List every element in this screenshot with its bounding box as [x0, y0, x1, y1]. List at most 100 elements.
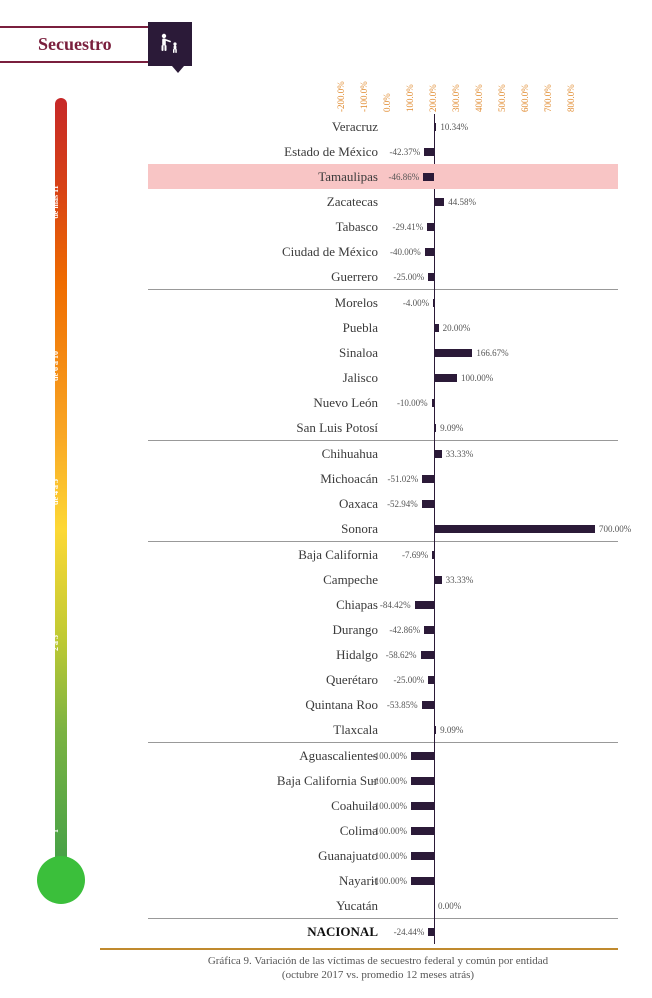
row-label: Colima [148, 823, 388, 839]
table-row: Zacatecas 44.58% [148, 189, 618, 214]
bar [434, 198, 444, 206]
row-label: NACIONAL [148, 924, 388, 940]
row-label: Estado de México [148, 144, 388, 160]
table-row: Colima-100.00% [148, 818, 618, 843]
thermometer-group-label: de 6 a 10 [51, 336, 60, 396]
row-bar-area: -10.00% [388, 390, 618, 415]
row-bar-area: 100.00% [388, 365, 618, 390]
row-label: Quintana Roo [148, 697, 388, 713]
table-row: Yucatán0.00% [148, 893, 618, 918]
row-value: -25.00% [394, 675, 425, 685]
row-bar-area: -29.41% [388, 214, 618, 239]
bar [433, 299, 434, 307]
header: Secuestro [0, 22, 192, 66]
row-value: 10.34% [440, 122, 468, 132]
table-row: Chihuahua33.33% [148, 441, 618, 466]
bar [422, 475, 434, 483]
bar [434, 726, 436, 734]
row-value: 33.33% [446, 575, 474, 585]
table-row: Ciudad de México-40.00% [148, 239, 618, 264]
bar [434, 349, 472, 357]
table-row: Estado de México-42.37% [148, 139, 618, 164]
thermometer-group-label: de 4 a 5 [51, 462, 60, 522]
row-value: 100.00% [461, 373, 493, 383]
row-label: Aguascalientes [148, 748, 388, 764]
bar [411, 777, 434, 785]
row-value: 33.33% [446, 449, 474, 459]
row-value: -51.02% [388, 474, 419, 484]
bar [434, 123, 436, 131]
row-label: Guerrero [148, 269, 388, 285]
table-row: Baja California Sur-100.00% [148, 768, 618, 793]
table-row: Oaxaca-52.94% [148, 491, 618, 516]
table-row: Sinaloa 166.67% [148, 340, 618, 365]
table-row: NACIONAL-24.44% [148, 919, 618, 944]
table-row: Campeche33.33% [148, 567, 618, 592]
table-row: San Luis Potosí9.09% [148, 415, 618, 440]
bar [428, 273, 434, 281]
row-label: Ciudad de México [148, 244, 388, 260]
row-value: -42.86% [389, 625, 420, 635]
row-value: 166.67% [476, 348, 508, 358]
table-row: Sonora700.00% [148, 516, 618, 541]
bar [428, 928, 434, 936]
x-axis-ticks: -200.0%-100.0%0.0%100.0%200.0%300.0%400.… [388, 60, 618, 112]
row-bar-area: -7.69% [388, 542, 618, 567]
page-title: Secuestro [0, 26, 150, 63]
table-row: Guanajuato-100.00% [148, 843, 618, 868]
row-bar-area: -53.85% [388, 692, 618, 717]
bar [432, 399, 434, 407]
chart-caption: Gráfica 9. Variación de las víctimas de … [128, 954, 628, 983]
row-bar-area: 44.58% [388, 189, 618, 214]
row-label: Veracruz [148, 119, 388, 135]
bar [421, 651, 434, 659]
row-value: -40.00% [390, 247, 421, 257]
table-row: Guerrero-25.00% [148, 264, 618, 289]
row-value: -53.85% [387, 700, 418, 710]
row-value: 20.00% [443, 323, 471, 333]
row-value: 9.09% [440, 423, 463, 433]
row-bar-area: -100.00% [388, 768, 618, 793]
row-value: -46.86% [388, 172, 419, 182]
row-label: Zacatecas [148, 194, 388, 210]
row-bar-area: -25.00% [388, 667, 618, 692]
bar [411, 877, 434, 885]
row-value: -100.00% [372, 776, 407, 786]
row-bar-area: -84.42% [388, 592, 618, 617]
row-bar-area: -51.02% [388, 466, 618, 491]
bar [432, 551, 434, 559]
row-label: Tamaulipas [148, 169, 388, 185]
table-row: Nuevo León-10.00% [148, 390, 618, 415]
row-label: Tabasco [148, 219, 388, 235]
row-value: -4.00% [403, 298, 429, 308]
row-value: 44.58% [448, 197, 476, 207]
row-label: Coahuila [148, 798, 388, 814]
row-label: Hidalgo [148, 647, 388, 663]
row-bar-area: 9.09% [388, 415, 618, 440]
bar [411, 852, 434, 860]
bar [415, 601, 434, 609]
row-bar-area: 33.33% [388, 567, 618, 592]
row-bar-area: -42.37% [388, 139, 618, 164]
bar [434, 576, 442, 584]
bar [434, 424, 436, 432]
bar [434, 450, 442, 458]
bar [422, 500, 434, 508]
row-bar-area: -100.00% [388, 843, 618, 868]
table-row: Michoacán-51.02% [148, 466, 618, 491]
row-label: Sinaloa [148, 345, 388, 361]
row-label: Querétaro [148, 672, 388, 688]
bar [422, 701, 434, 709]
row-bar-area: -100.00% [388, 868, 618, 893]
row-bar-area: -4.00% [388, 290, 618, 315]
table-row: Durango-42.86% [148, 617, 618, 642]
bar [434, 324, 439, 332]
row-value: -100.00% [372, 876, 407, 886]
row-value: -100.00% [372, 751, 407, 761]
bar [423, 173, 434, 181]
row-bar-area: 10.34% [388, 114, 618, 139]
thermometer-group-label: 2 a 3 [51, 613, 60, 673]
row-label: Puebla [148, 320, 388, 336]
thermometer-scale: de más 11de 6 a 10de 4 a 52 a 310 [46, 98, 76, 898]
row-label: Oaxaca [148, 496, 388, 512]
